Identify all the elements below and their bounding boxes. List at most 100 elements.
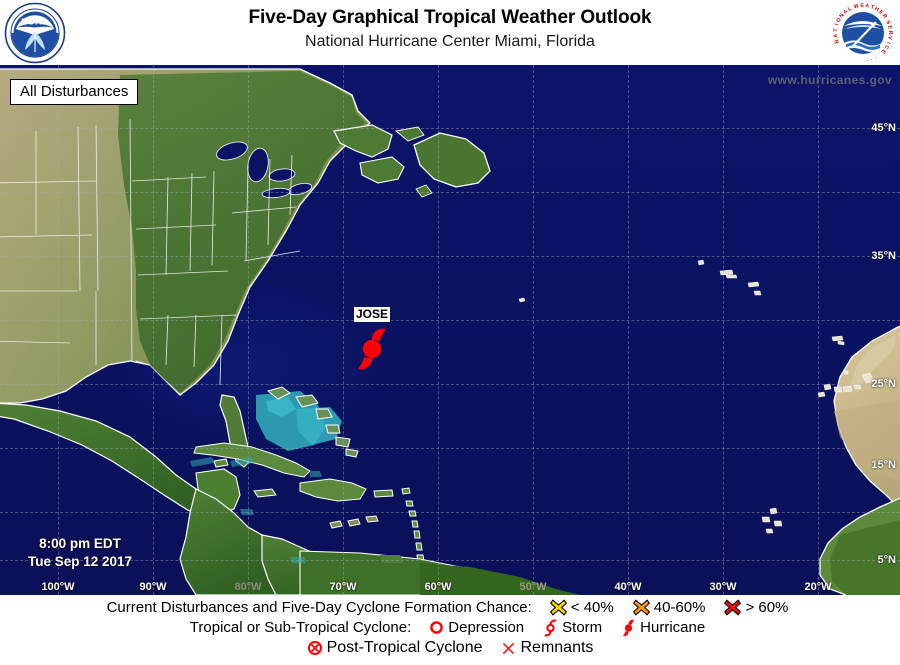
atlantic-basin-map[interactable]: 100°W 90°W 80°W 70°W 60°W 50°W 40°W 30°W… [0, 65, 900, 595]
legend-item-hurricane: Hurricane [621, 619, 705, 637]
bahama-banks [256, 391, 342, 451]
hurricanes-gov-url: www.hurricanes.gov [767, 73, 892, 87]
all-disturbances-button[interactable]: All Disturbances [10, 79, 139, 106]
storm-label-jose: JOSE [353, 307, 391, 322]
svg-text:R: R [887, 31, 893, 35]
svg-text:A: A [833, 33, 839, 38]
gridline-lon [438, 65, 439, 595]
svg-text:T: T [870, 4, 876, 11]
map-legend: Current Disturbances and Five-Day Cyclon… [0, 595, 900, 665]
svg-text:I: I [885, 41, 891, 45]
svg-text:O: O [836, 17, 843, 23]
timestamp-date: Tue Sep 12 2017 [28, 553, 133, 569]
svg-text:·: · [865, 57, 868, 63]
lon-label-90w: 90°W [139, 581, 167, 593]
svg-text:E: E [886, 25, 893, 30]
state-boundaries [0, 118, 301, 386]
gridline-lon [533, 65, 534, 595]
svg-text:N: N [838, 12, 845, 19]
page-subtitle: National Hurricane Center Miami, Florida [305, 33, 595, 50]
lat-label-5n: 5°N [877, 554, 896, 566]
svg-text:I: I [834, 23, 840, 27]
legend-item-storm: Storm [543, 619, 602, 637]
svg-text:A: A [842, 9, 849, 16]
svg-text:C: C [882, 44, 889, 51]
africa-landmass [819, 325, 900, 595]
hurricane-symbol [352, 327, 392, 371]
legend-item-under-40: < 40% [549, 599, 614, 616]
gridline-lat [0, 256, 900, 257]
lon-label-70w: 70°W [329, 581, 357, 593]
page-title: Five-Day Graphical Tropical Weather Outl… [248, 7, 652, 28]
legend-item-text: 40-60% [653, 599, 706, 616]
circle-outline-icon [429, 620, 444, 635]
legend-row2-label: Tropical or Sub-Tropical Cyclone: [189, 619, 412, 636]
gridline-lon [628, 65, 629, 595]
lat-label-15n: 15°N [871, 459, 896, 471]
gridline-lat [0, 448, 900, 449]
gridline-lon [723, 65, 724, 595]
lat-label-25n: 25°N [871, 378, 896, 390]
lon-label-80w: 80°W [234, 581, 262, 593]
lon-label-20w: 20°W [804, 581, 832, 593]
lon-label-100w: 100°W [41, 581, 75, 593]
national-weather-service-seal-logo: N A T I O N A L W E A T H E R S E [832, 2, 894, 64]
gridline-lat [0, 320, 900, 321]
svg-text:N: N [834, 38, 841, 44]
lon-label-60w: 60°W [424, 581, 452, 593]
tropical-storm-symbol [543, 619, 558, 637]
atlantic-islands [518, 259, 875, 534]
svg-text:H: H [873, 6, 879, 13]
svg-text:NOAA: NOAA [21, 17, 48, 27]
legend-item-text: < 40% [570, 599, 614, 616]
x-marker-icon [724, 599, 742, 616]
legend-item-text: Depression [448, 619, 525, 636]
lon-label-50w: 50°W [519, 581, 547, 593]
x-marker-icon [549, 599, 567, 616]
canada-atlantic-landmass [333, 124, 491, 198]
gridline-lat [0, 512, 900, 513]
gridline-lat [0, 384, 900, 385]
landmass-layer [0, 68, 900, 595]
x-icon [501, 641, 516, 656]
legend-cyclone-type-row: Tropical or Sub-Tropical Cyclone: Depres… [0, 617, 900, 638]
shallow-water-highlights [190, 457, 322, 563]
all-disturbances-label: All Disturbances [20, 83, 129, 100]
svg-text:S: S [884, 20, 891, 26]
svg-text:·: · [873, 54, 878, 60]
lon-label-30w: 30°W [709, 581, 737, 593]
gridline-lon [818, 65, 819, 595]
central-south-america [179, 488, 580, 595]
svg-text:R: R [881, 13, 888, 20]
lat-label-45n: 45°N [871, 122, 896, 134]
legend-item-depression: Depression [429, 619, 524, 636]
legend-item-over-60: > 60% [724, 599, 788, 616]
svg-text:·: · [869, 56, 873, 62]
lat-label-35n: 35°N [871, 250, 896, 262]
gridline-lat [0, 560, 900, 561]
lon-label-40w: 40°W [614, 581, 642, 593]
storm-marker-jose[interactable]: JOSE [344, 307, 400, 379]
gridline-lon [58, 65, 59, 595]
noaa-seal-logo: NOAA [4, 2, 66, 64]
legend-item-text: Storm [562, 619, 603, 636]
svg-text:E: E [860, 3, 864, 9]
hurricane-symbol [621, 619, 636, 637]
x-marker-icon [632, 599, 650, 616]
legend-post-tropical-row: Post-Tropical Cyclone Remnants [0, 637, 900, 659]
legend-item-post-tropical-cyclone: Post-Tropical Cyclone [307, 639, 483, 657]
legend-formation-chance-row: Current Disturbances and Five-Day Cyclon… [0, 597, 900, 618]
gridline-lat [0, 128, 900, 129]
legend-item-text: Remnants [520, 639, 594, 656]
svg-text:A: A [865, 3, 870, 10]
legend-item-text: Hurricane [640, 619, 706, 636]
graphic-header: NOAA Five-Day Graphical Tropical Weather… [0, 0, 900, 65]
legend-item-40-60: 40-60% [632, 599, 706, 616]
legend-item-text: Post-Tropical Cyclone [326, 639, 483, 656]
gridline-lon [248, 65, 249, 595]
legend-item-remnants: Remnants [501, 639, 593, 657]
gridline-lon [343, 65, 344, 595]
valid-time-stamp: 8:00 pm EDT Tue Sep 12 2017 [28, 535, 132, 571]
timestamp-time: 8:00 pm EDT [39, 535, 121, 551]
